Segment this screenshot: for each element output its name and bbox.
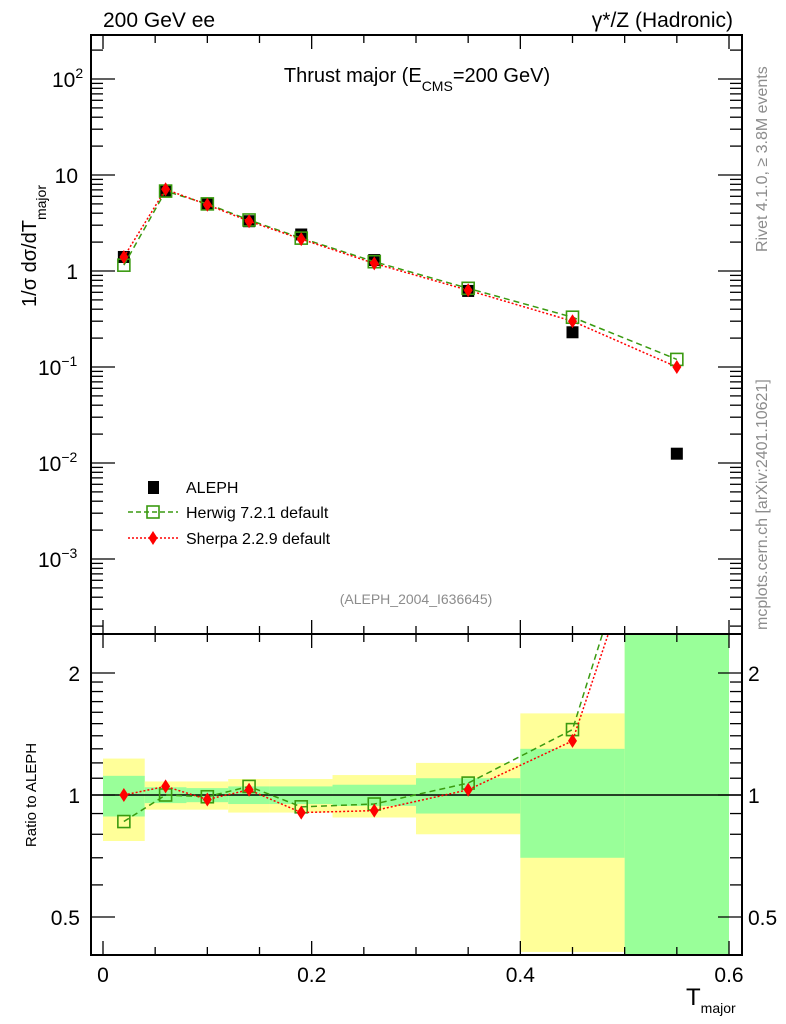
y-tick-label: 102 (52, 65, 83, 92)
stat-uncertainty-band (520, 748, 625, 858)
plot-title: Thrust major (ECMS=200 GeV) (284, 65, 550, 94)
data-point-aleph (566, 326, 579, 339)
y-tick-label: 1 (66, 261, 78, 284)
header-right: γ*/Z (Hadronic) (592, 9, 733, 32)
ratio-y-tick-label: 1 (68, 785, 80, 808)
point-sherpa (202, 197, 212, 212)
ratio-y-tick-label-right: 1 (748, 785, 760, 808)
bands (103, 634, 729, 955)
plot-title-main: Thrust major (E (284, 65, 422, 87)
point-sherpa (463, 283, 473, 298)
x-tick-label: 0.4 (506, 964, 536, 987)
ratio-y-tick-label-right: 0.5 (748, 907, 777, 930)
ratio-point-herwig (671, 391, 683, 403)
mcplots-label: mcplots.cern.ch [arXiv:2401.10621] (754, 379, 771, 630)
ratio-y-tick-label: 2 (68, 663, 80, 686)
plot-title-sub: CMS (422, 78, 453, 94)
x-axis-label: Tmajor (686, 984, 736, 1016)
y-tick-label: 10−1 (38, 353, 78, 380)
ratio-point-sherpa (244, 782, 254, 797)
x-axis-label-main: T (686, 984, 701, 1011)
legend-label-herwig: Herwig 7.2.1 default (186, 505, 329, 522)
ratio-point-sherpa (202, 792, 212, 807)
point-sherpa (672, 360, 682, 374)
y-tick-label: 10 (55, 165, 78, 188)
ratio-point-sherpa (296, 805, 306, 820)
line-herwig (123, 190, 678, 361)
x-tick-label: 0 (97, 964, 109, 987)
legend-label-aleph: ALEPH (186, 480, 238, 497)
plot-title-end: =200 GeV) (453, 65, 550, 87)
ratio-point-sherpa (463, 782, 473, 797)
ratio-point-sherpa (672, 422, 681, 436)
ratio-point-sherpa (369, 803, 379, 818)
legend-label-sherpa: Sherpa 2.2.9 default (186, 531, 331, 548)
legend-marker-sherpa (148, 531, 158, 545)
point-sherpa (568, 314, 577, 329)
legend: ALEPH Herwig 7.2.1 default Sherpa 2.2.9 … (128, 480, 331, 548)
main-plot: 102 10 1 10−1 10−2 10−3 (38, 34, 743, 635)
ratio-y-tick-label: 0.5 (51, 907, 80, 930)
y-tick-label: 10−3 (38, 545, 78, 572)
x-tick-label: 0.6 (714, 964, 743, 987)
point-sherpa (296, 232, 306, 247)
x-axis-label-sub: major (701, 1000, 736, 1016)
y-axis-label-sub: major (33, 185, 49, 220)
analysis-id: (ALEPH_2004_I636645) (340, 591, 493, 607)
ratio-point-herwig (117, 814, 131, 829)
y-axis-label: 1/σ dσ/dTmajor (19, 185, 49, 307)
point-sherpa (369, 256, 379, 271)
point-sherpa (161, 182, 171, 197)
legend-marker-aleph (148, 481, 159, 494)
ratio-point-sherpa (161, 779, 171, 794)
ratio-axis-label: Ratio to ALEPH (23, 743, 40, 847)
x-tick-label: 0.2 (297, 964, 326, 987)
legend-marker-herwig (146, 505, 160, 519)
rivet-label: Rivet 4.1.0, ≥ 3.8M events (754, 66, 771, 252)
data-point-aleph (670, 447, 683, 460)
y-tick-label: 10−2 (38, 449, 78, 476)
ratio-plot: 0 0.2 0.4 0.6 0.5 0.5 1 1 2 2 (51, 391, 777, 987)
ratio-point-sherpa (568, 733, 577, 748)
header-left: 200 GeV ee (103, 9, 215, 32)
line-sherpa (123, 188, 678, 368)
ratio-line-sherpa (123, 634, 610, 814)
point-sherpa (119, 249, 129, 264)
ratio-y-tick-label-right: 2 (748, 663, 760, 686)
upper-series (117, 182, 684, 460)
ratio-series (117, 391, 683, 829)
point-sherpa (244, 214, 254, 229)
ratio-point-sherpa (119, 788, 129, 802)
y-axis-label-main: 1/σ dσ/dT (19, 220, 41, 307)
